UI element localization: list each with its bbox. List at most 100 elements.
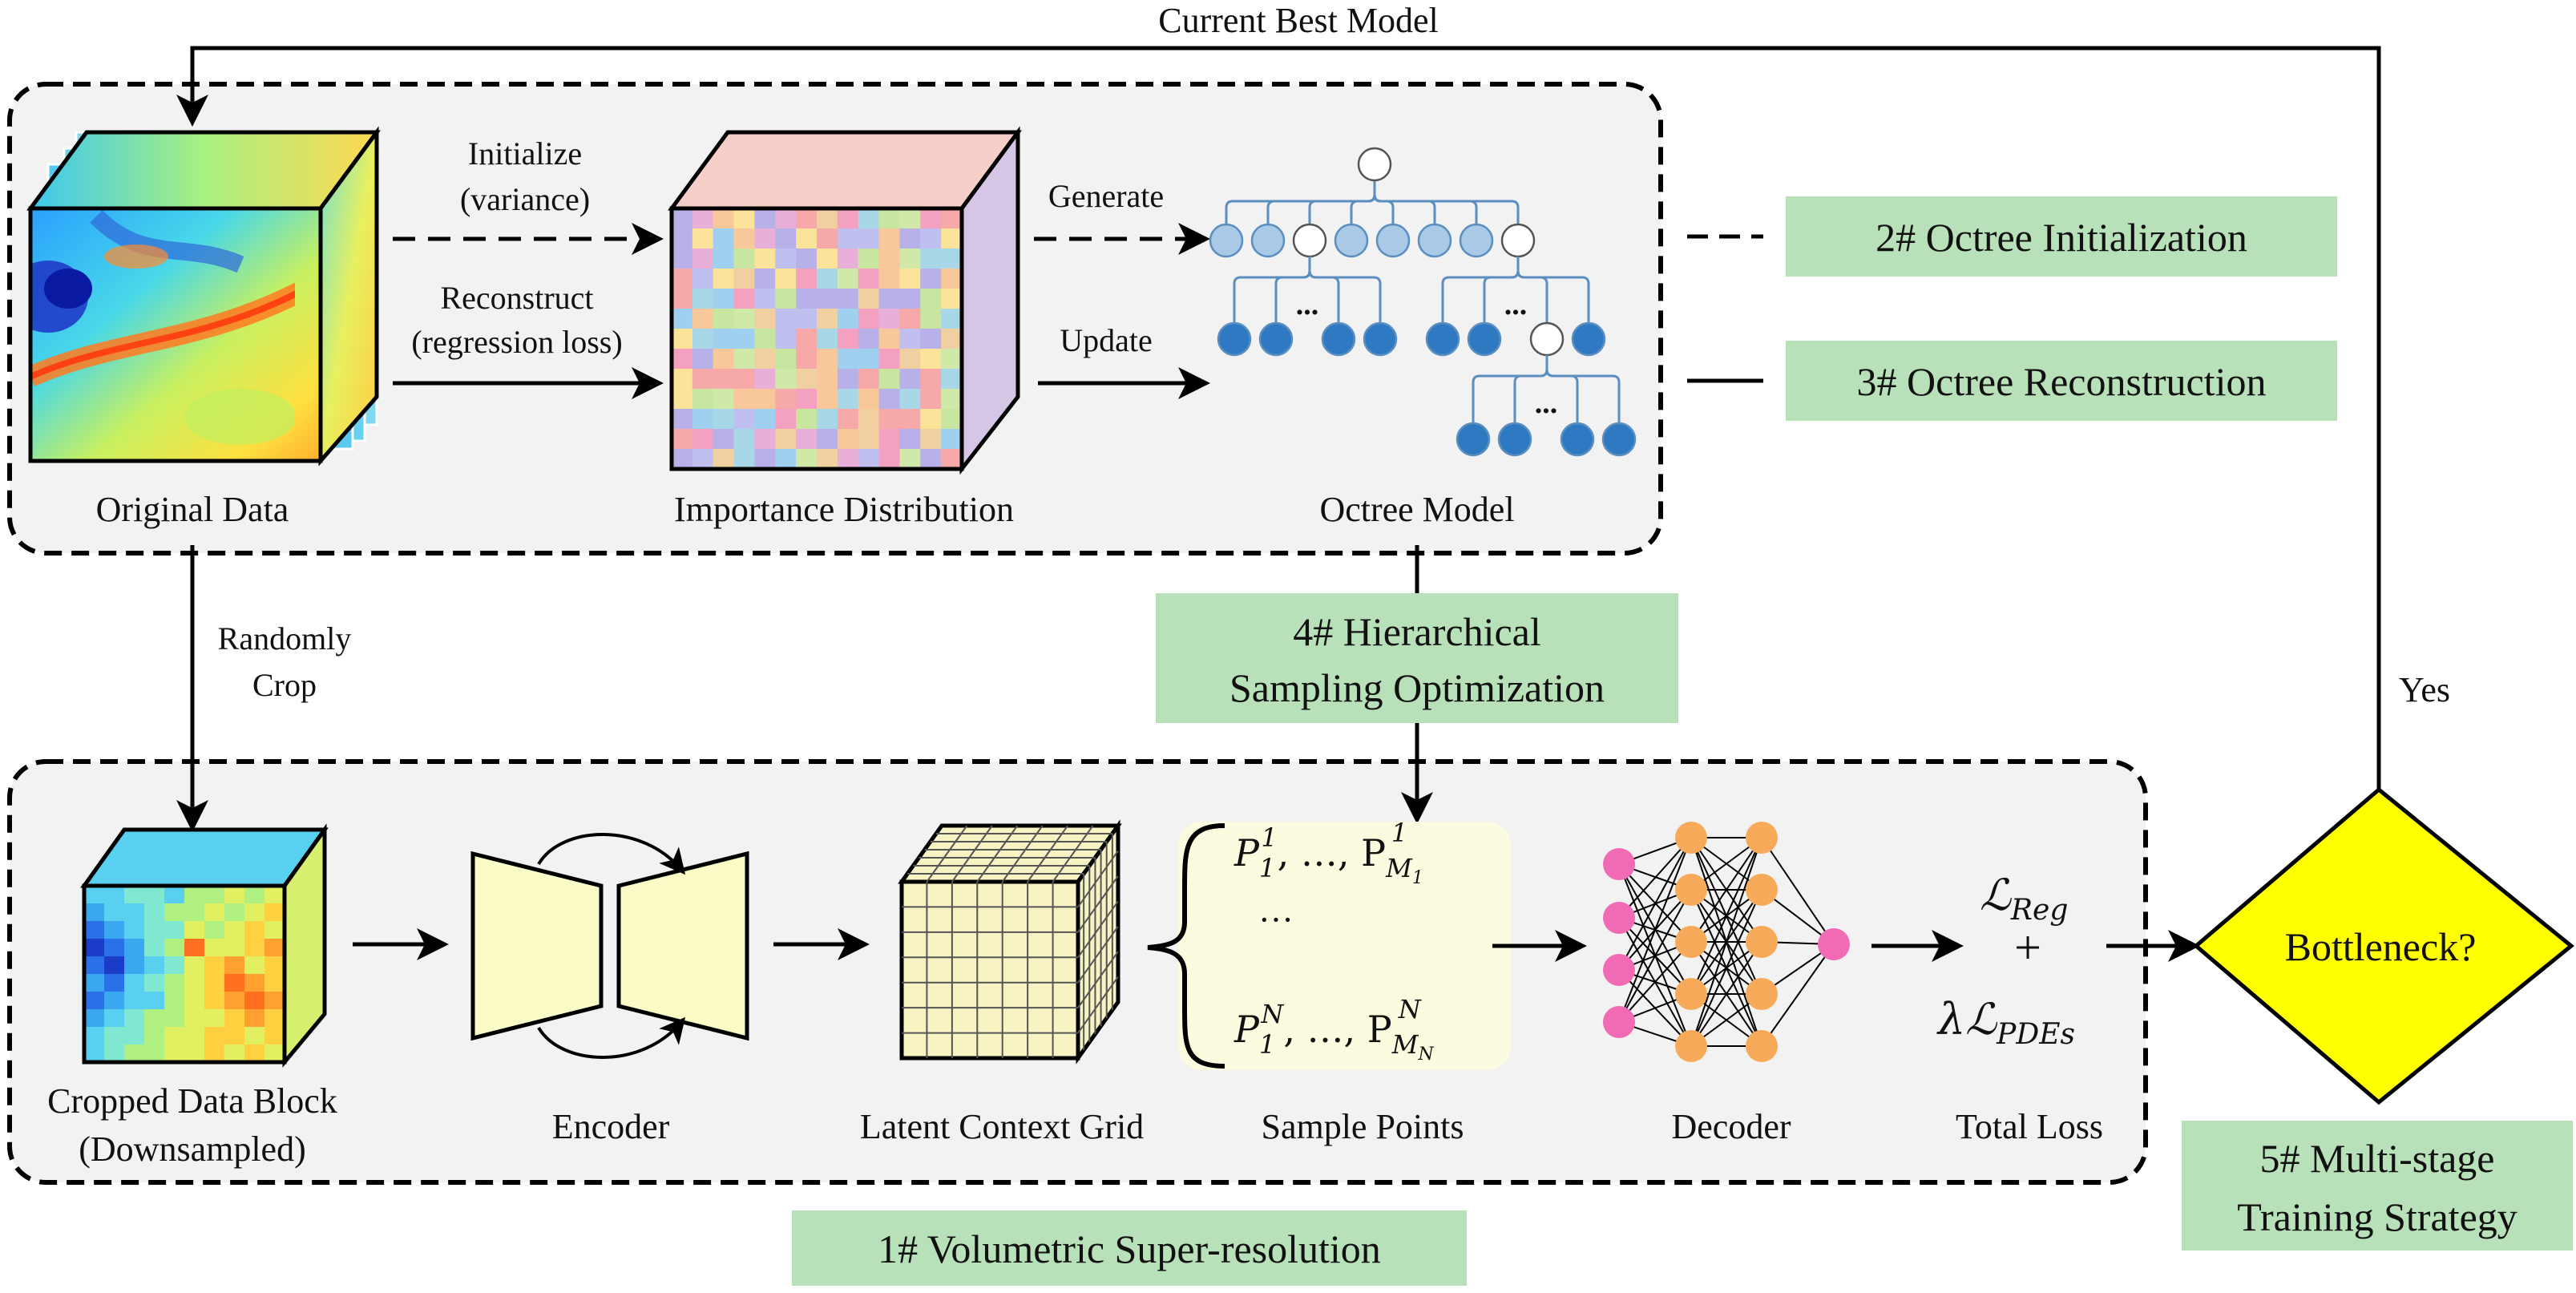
importance-tile (920, 269, 942, 289)
importance-tile (692, 429, 714, 450)
importance-tile (920, 429, 942, 450)
importance-tile (817, 349, 838, 370)
importance-tile (920, 349, 942, 370)
importance-tile (775, 289, 797, 309)
octree-node-l1 (1250, 223, 1286, 258)
crop-pixel (164, 939, 185, 957)
importance-tile (672, 228, 693, 249)
crop-pixel (184, 921, 205, 939)
crop-pixel (164, 1045, 185, 1063)
crop-pixel (204, 939, 225, 957)
decoder-hidden-node (1746, 1030, 1778, 1062)
crop-pixel (124, 956, 145, 975)
importance-tile (754, 309, 776, 329)
importance-tile (899, 389, 921, 410)
importance-tile (899, 349, 921, 370)
importance-tile (796, 248, 818, 269)
importance-tile (775, 228, 797, 249)
octree-node-l1 (1334, 223, 1369, 258)
crop-pixel (84, 974, 105, 992)
crop-pixel (244, 886, 265, 904)
stage4-label-2: Sampling Optimization (1229, 665, 1605, 710)
sample-points-box (1178, 822, 1511, 1070)
crop-pixel (124, 921, 145, 939)
crop-pixel (244, 1045, 265, 1063)
importance-tile (796, 269, 818, 289)
importance-tile (775, 389, 797, 410)
importance-tile (713, 309, 735, 329)
importance-tile (754, 449, 776, 470)
crop-pixel (224, 903, 245, 922)
importance-tile (817, 208, 838, 229)
crop-pixel (104, 921, 125, 939)
importance-tile (754, 329, 776, 350)
crop-pixel (244, 974, 265, 992)
sample-ellipsis: ··· (1258, 900, 1294, 939)
crop-pixel (124, 903, 145, 922)
grid-front-face (899, 879, 1080, 1061)
encoder-label: Encoder (552, 1107, 670, 1146)
importance-tile (692, 449, 714, 470)
octree-node-l3 (1497, 422, 1532, 457)
importance-tile (920, 329, 942, 350)
crop-pixel (84, 956, 105, 975)
crop-pixel (104, 1027, 125, 1045)
importance-tile (713, 409, 735, 430)
crop-pixel (264, 1009, 285, 1028)
encoder-shape (470, 833, 749, 1059)
importance-tile (733, 289, 755, 309)
importance-tile (837, 349, 859, 370)
importance-tile (899, 409, 921, 430)
decoder-hidden-node (1746, 822, 1778, 854)
crop-pixel (224, 921, 245, 939)
importance-tile (878, 369, 900, 390)
crop-pixel (204, 974, 225, 992)
importance-tile (796, 329, 818, 350)
importance-tile (692, 409, 714, 430)
importance-tile (796, 309, 818, 329)
importance-tile (672, 349, 693, 370)
importance-tile (692, 289, 714, 309)
crop-pixel (124, 1009, 145, 1028)
importance-tile (713, 289, 735, 309)
importance-tile (858, 248, 880, 269)
crop-pixel (204, 886, 225, 904)
crop-pixel (224, 1027, 245, 1045)
stage5-box (2182, 1121, 2573, 1251)
crop-pixel (244, 903, 265, 922)
crop-pixel (264, 886, 285, 904)
stage1-box (792, 1210, 1467, 1286)
importance-tile (672, 449, 693, 470)
latent-grid-label: Latent Context Grid (860, 1107, 1144, 1146)
crop-pixel (204, 1045, 225, 1063)
importance-tile (858, 228, 880, 249)
octree-model: ......... (1209, 147, 1637, 457)
octree-node-l2 (1217, 321, 1252, 357)
crop-pixel (84, 886, 105, 904)
crop-pixel (184, 903, 205, 922)
importance-tile (941, 269, 963, 289)
importance-tile (837, 269, 859, 289)
stage3-box (1786, 341, 2337, 421)
importance-tile (796, 289, 818, 309)
importance-tile (692, 389, 714, 410)
importance-tile (837, 369, 859, 390)
initialize-label-1: Initialize (468, 135, 582, 172)
bottleneck-diamond (2193, 786, 2574, 1105)
crop-pixel (124, 992, 145, 1010)
crop-pixel (124, 974, 145, 992)
crop-pixel (164, 992, 185, 1010)
importance-tile (713, 329, 735, 350)
importance-tile (837, 289, 859, 309)
importance-tile (899, 369, 921, 390)
stage2-label: 2# Octree Initialization (1875, 215, 2247, 260)
total-loss-label: Total Loss (1956, 1107, 2103, 1146)
importance-tile (713, 389, 735, 410)
importance-tile (878, 289, 900, 309)
importance-tile (878, 228, 900, 249)
importance-tile (672, 289, 693, 309)
svg-text:P1N, …, PMNN: P1N, …, PMNN (1233, 994, 1435, 1065)
importance-tile (878, 208, 900, 229)
crop-pixel (224, 956, 245, 975)
stage5-label-1: 5# Multi-stage (2259, 1136, 2494, 1181)
